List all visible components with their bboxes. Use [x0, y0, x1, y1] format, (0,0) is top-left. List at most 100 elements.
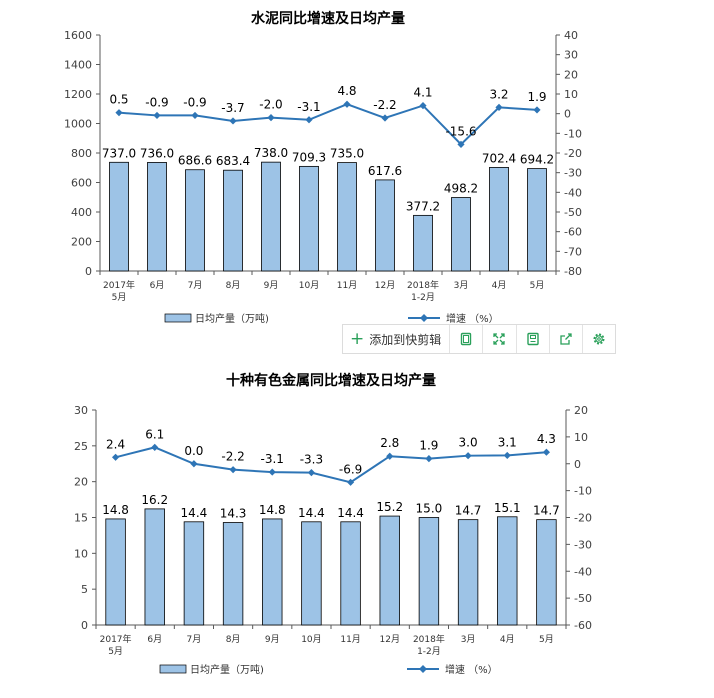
- x-axis-category-label: 9月: [265, 634, 280, 645]
- bar-value-label: 617.6: [368, 164, 402, 178]
- x-axis-category-label: 7月: [187, 634, 202, 645]
- growth-line: [115, 446, 547, 484]
- right-axis-tick-label: -40: [564, 186, 582, 199]
- growth-point: [343, 100, 351, 108]
- left-axis-tick-label: 800: [71, 147, 92, 160]
- growth-point: [464, 452, 472, 460]
- growth-point: [229, 466, 237, 474]
- right-axis-tick-label: 40: [564, 29, 578, 42]
- bar-value-label: 736.0: [140, 146, 174, 160]
- bar-value-label: 14.7: [533, 504, 560, 518]
- growth-value-label: 3.1: [498, 435, 517, 449]
- growth-value-label: 1.9: [419, 439, 438, 453]
- legend-line-marker: [419, 665, 427, 673]
- growth-point: [425, 455, 433, 463]
- bar: [337, 162, 357, 272]
- left-axis-tick-label: 1200: [64, 88, 92, 101]
- x-axis-category-label: 12月: [380, 634, 400, 645]
- expand-icon: [493, 333, 506, 345]
- left-axis-tick-label: 10: [74, 547, 88, 560]
- left-axis-tick-label: 1600: [64, 29, 92, 42]
- growth-value-label: -0.9: [145, 95, 168, 109]
- save-icon: [526, 332, 539, 346]
- left-axis-tick-label: 5: [81, 583, 88, 596]
- copy-icon: [461, 332, 472, 346]
- growth-line: [118, 103, 538, 146]
- bar: [536, 519, 557, 626]
- bar-value-label: 14.4: [337, 506, 364, 520]
- growth-value-label: -3.1: [261, 452, 284, 466]
- legend-bar-swatch: [164, 313, 192, 323]
- bar: [497, 516, 518, 626]
- legend-line-label: 增速 （%）: [445, 663, 498, 676]
- bar-value-label: 377.2: [406, 199, 440, 213]
- x-axis-category-label: 5月: [112, 292, 127, 303]
- save-button[interactable]: [517, 325, 550, 353]
- add-to-clip-button[interactable]: + 添加到快剪辑: [343, 325, 451, 353]
- x-axis-category-label: 5月: [539, 634, 554, 645]
- x-axis-category-label: 11月: [337, 280, 357, 291]
- bar: [183, 521, 205, 626]
- x-axis-category-label: 4月: [500, 634, 515, 645]
- growth-point: [153, 111, 161, 120]
- bar: [413, 214, 433, 272]
- bar: [147, 162, 167, 272]
- bar-value-label: 16.2: [141, 493, 168, 507]
- x-axis-category-label: 8月: [226, 634, 241, 645]
- bar-value-label: 702.4: [482, 151, 516, 165]
- right-axis-tick-label: -60: [574, 619, 592, 632]
- share-button[interactable]: [550, 325, 583, 353]
- x-axis-category-label: 2018年: [413, 633, 445, 645]
- growth-point: [191, 111, 199, 120]
- nonferrous-chart: 十种有色金属同比增速及日均产量 0 5 10 15 20 25 30 -60 -50 -40 -30 -…: [74, 372, 592, 676]
- x-axis-category-label: 12月: [375, 280, 395, 291]
- bar-value-label: 14.8: [259, 503, 286, 517]
- left-axis-tick-label: 600: [71, 177, 92, 190]
- expand-button[interactable]: [483, 325, 517, 353]
- x-axis-category-label: 1-2月: [411, 292, 435, 303]
- growth-value-label: 4.1: [413, 86, 432, 100]
- x-axis-category-label: 9月: [264, 280, 279, 291]
- x-axis-category-label: 8月: [226, 280, 241, 291]
- growth-value-label: -15.6: [445, 124, 476, 138]
- growth-point: [115, 109, 123, 117]
- growth-value-label: 3.0: [459, 436, 478, 450]
- right-axis-tick-label: -40: [574, 565, 592, 578]
- growth-point: [111, 453, 120, 461]
- growth-value-label: -2.0: [259, 98, 282, 112]
- bar-value-label: 694.2: [520, 153, 554, 167]
- bar: [261, 161, 281, 272]
- right-axis-tick-label: -80: [564, 265, 582, 278]
- growth-value-label: -0.9: [183, 95, 206, 109]
- bar-value-label: 14.7: [455, 504, 482, 518]
- left-axis-tick-label: 200: [71, 236, 92, 249]
- growth-value-label: -6.9: [339, 462, 362, 476]
- copy-button[interactable]: [450, 325, 484, 353]
- x-axis-category-label: 1-2月: [417, 646, 441, 657]
- right-axis-tick-label: -50: [564, 206, 582, 219]
- legend-bar-label: 日均产量（万吨): [190, 663, 264, 676]
- bar: [299, 165, 319, 272]
- plus-icon: +: [350, 328, 365, 349]
- growth-value-label: 0.5: [109, 93, 128, 107]
- growth-point: [457, 140, 465, 148]
- settings-button[interactable]: [583, 325, 615, 353]
- right-axis-tick-label: 20: [574, 404, 588, 417]
- clip-toolbar: + 添加到快剪辑: [342, 324, 616, 354]
- left-axis-tick-label: 0: [85, 265, 92, 278]
- x-axis-category-label: 4月: [492, 280, 507, 291]
- bar-value-label: 15.2: [376, 500, 403, 514]
- right-axis-tick-label: -10: [574, 485, 592, 498]
- cement-chart: 水泥同比增速及日均产量02004006008001000120014001600…: [64, 10, 582, 325]
- left-axis-tick-label: 30: [74, 404, 88, 417]
- right-axis-tick-label: -50: [574, 592, 592, 605]
- bar-value-label: 683.4: [216, 154, 250, 168]
- bar: [223, 169, 243, 272]
- bar: [379, 515, 400, 626]
- x-axis-category-label: 2017年: [100, 633, 132, 645]
- growth-value-label: -3.1: [297, 100, 320, 114]
- bar: [222, 522, 244, 626]
- share-icon: [560, 333, 572, 345]
- bar-value-label: 498.2: [444, 182, 478, 196]
- bar-value-label: 14.8: [102, 503, 129, 517]
